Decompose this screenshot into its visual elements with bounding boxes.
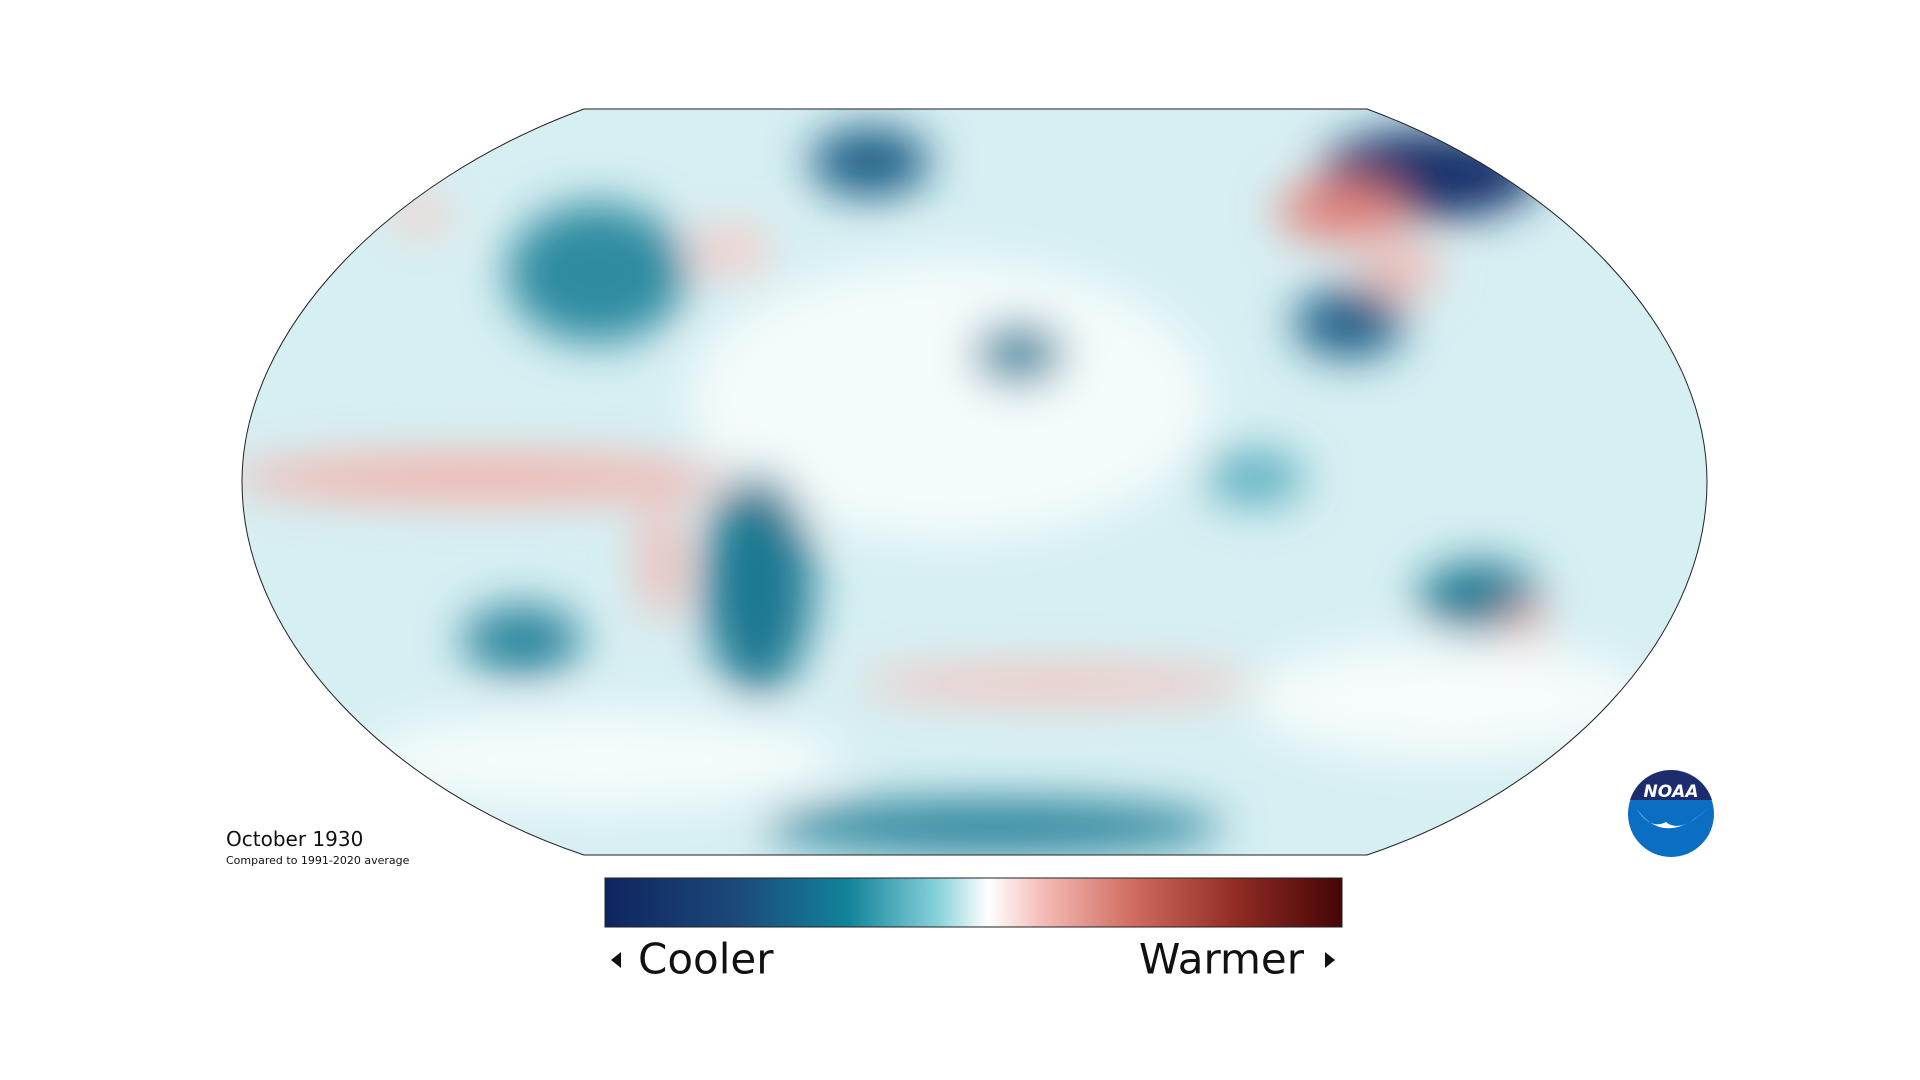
map-border [241,108,1708,856]
anomaly-map [242,109,1707,855]
noaa-logo: NOAA [1628,769,1714,857]
anomaly-field [242,127,1650,855]
map-subtitle: Compared to 1991-2020 average [226,854,410,867]
map-title: October 1930 [226,827,363,851]
logo-text: NOAA [1644,782,1699,802]
legend-high-label: Warmer [1139,935,1305,984]
right-arrow [1325,952,1335,968]
legend-low-label: Cooler [638,935,774,984]
left-arrow [611,952,621,968]
color-bar [604,877,1343,928]
logo-top [1630,769,1712,800]
